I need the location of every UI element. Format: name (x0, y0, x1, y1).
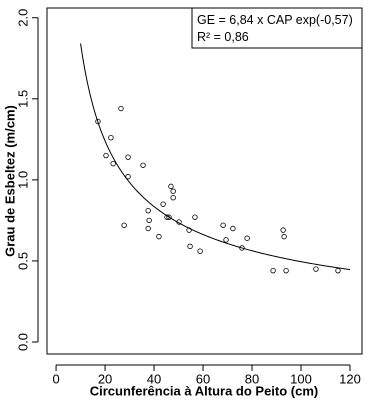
point (170, 195, 176, 201)
x-tick-label: 100 (290, 371, 312, 386)
point (95, 118, 101, 125)
annotation-box (191, 7, 363, 49)
plot-box (46, 7, 363, 355)
x-tick-label: 60 (196, 371, 210, 386)
point (168, 183, 174, 190)
point (146, 217, 152, 224)
y-tick-label: 1.5 (15, 90, 30, 108)
point (164, 214, 170, 220)
point (244, 235, 250, 241)
point (145, 225, 151, 232)
point (170, 188, 176, 194)
point (156, 233, 162, 240)
annotation: GE = 6,84 x CAP exp(-0,57) (197, 13, 353, 27)
y-tick-label: 2.0 (15, 9, 30, 27)
y-tick-label: 0.0 (15, 333, 30, 351)
point (140, 162, 146, 168)
point (239, 245, 245, 251)
point (283, 267, 289, 274)
x-tick-label: 120 (339, 371, 361, 386)
point (103, 152, 109, 159)
point (187, 243, 193, 250)
point (335, 267, 341, 274)
point (223, 237, 229, 243)
point (280, 227, 286, 233)
y-axis-label: Grau de Esbeltez (m/cm) (2, 105, 17, 257)
point (110, 160, 116, 167)
point (125, 173, 131, 180)
point (160, 201, 166, 207)
point (281, 233, 287, 240)
point (166, 214, 172, 220)
x-axis-label: Circunferência à Altura do Peito (cm) (90, 383, 319, 398)
fit-curve (80, 43, 351, 271)
point (197, 248, 203, 254)
x-tick-label: 80 (245, 371, 259, 386)
point (313, 266, 319, 272)
y-tick-label: 1.0 (15, 171, 30, 189)
point (118, 105, 124, 112)
point (145, 207, 151, 214)
annotation: R² = 0,86 (197, 30, 249, 44)
point (176, 219, 182, 225)
point (230, 225, 236, 232)
x-tick-label: 20 (98, 371, 112, 386)
point (121, 222, 127, 228)
point (220, 222, 226, 228)
point (186, 227, 192, 233)
y-tick-label: 0.5 (15, 252, 30, 270)
x-tick-label: 40 (147, 371, 161, 386)
point (108, 135, 114, 141)
x-tick-label: 0 (52, 371, 59, 386)
point (270, 267, 276, 274)
point (125, 154, 131, 160)
point (192, 214, 198, 220)
